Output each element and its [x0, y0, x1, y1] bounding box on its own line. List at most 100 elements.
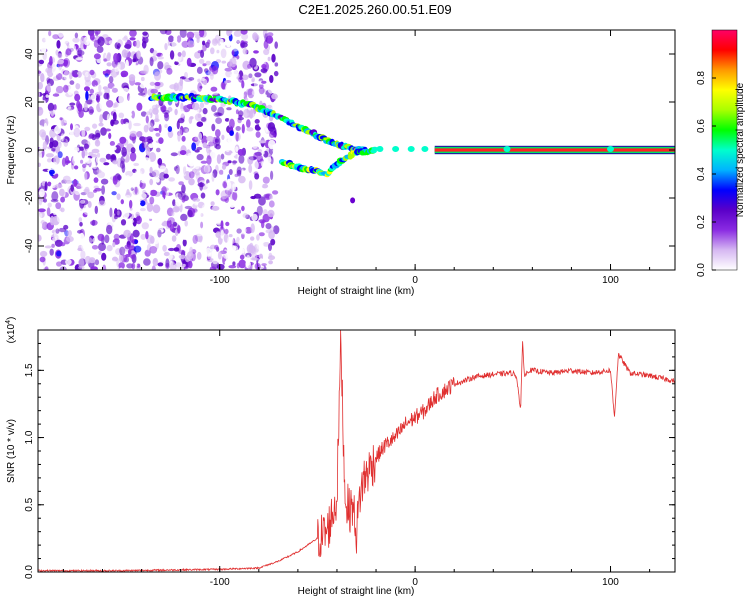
noise-speck [157, 229, 162, 238]
noise-speck [120, 70, 129, 78]
noise-speck [53, 210, 57, 216]
noise-speck [173, 82, 179, 92]
noise-speck [187, 152, 193, 157]
noise-speck [127, 249, 132, 256]
noise-speck [117, 43, 121, 49]
noise-speck [103, 58, 108, 62]
noise-speck [199, 85, 203, 89]
noise-speck [149, 81, 156, 86]
noise-speck [98, 84, 102, 93]
noise-speck [257, 38, 263, 48]
noise-speck [72, 147, 80, 152]
noise-speck [146, 202, 154, 212]
noise-speck [44, 181, 48, 192]
noise-speck [224, 260, 230, 265]
noise-speck [180, 213, 188, 221]
noise-speck [125, 59, 129, 69]
noise-speck [76, 71, 82, 78]
noise-speck [268, 243, 272, 252]
noise-speck [97, 233, 105, 242]
noise-speck [268, 252, 273, 258]
colorbar-bar [711, 29, 738, 271]
noise-speck [60, 196, 65, 203]
noise-speck [269, 131, 276, 138]
noise-speck [49, 265, 55, 270]
noise-speck [132, 58, 136, 63]
noise-speck [149, 189, 158, 197]
noise-speck [179, 150, 187, 156]
noise-speck [60, 133, 65, 142]
noise-speck [111, 85, 119, 96]
noise-speck [256, 240, 264, 251]
noise-speck [39, 129, 46, 138]
noise-speck [146, 122, 154, 131]
noise-speck [152, 50, 158, 57]
noise-speck [88, 134, 93, 140]
noise-speck [53, 226, 60, 231]
noise-speck [115, 209, 122, 218]
noise-speck [234, 173, 239, 178]
noise-speck [258, 196, 266, 206]
noise-speck [167, 45, 172, 51]
noise-speck [184, 220, 188, 227]
noise-speck [94, 187, 102, 192]
noise-speck [173, 247, 180, 252]
noise-speck [59, 242, 66, 247]
noise-speck [109, 260, 117, 267]
noise-speck [54, 125, 62, 135]
noise-speck [228, 234, 233, 238]
noise-speck [114, 101, 119, 108]
noise-speck [149, 246, 158, 254]
noise-speck [158, 137, 164, 145]
noise-speck [164, 113, 170, 122]
noise-speck [209, 233, 214, 242]
noise-speck [220, 229, 224, 239]
noise-speck [221, 60, 227, 64]
noise-speck [215, 72, 224, 80]
noise-speck [156, 52, 163, 57]
noise-speck [156, 229, 164, 233]
x-tick-label: 100 [602, 577, 619, 588]
noise-speck [192, 197, 201, 203]
noise-speck [95, 132, 101, 138]
noise-speck [105, 153, 112, 160]
noise-speck [70, 184, 74, 192]
noise-speck [247, 88, 255, 99]
noise-speck [235, 131, 239, 142]
noise-speck [83, 143, 90, 150]
noise-speck [258, 87, 265, 95]
noise-speck [246, 202, 252, 209]
noise-speck [244, 226, 253, 234]
noise-speck [272, 190, 279, 195]
noise-speck [41, 44, 47, 54]
noise-speck [210, 201, 215, 207]
noise-speck [171, 211, 175, 217]
noise-speck [129, 37, 136, 41]
noise-speck [101, 252, 107, 261]
noise-speck [194, 211, 202, 218]
noise-speck [266, 156, 272, 163]
noise-speck [119, 136, 127, 144]
noise-speck [46, 78, 55, 87]
noise-speck [161, 125, 165, 135]
noise-speck [228, 169, 233, 175]
noise-speck [256, 234, 260, 241]
noise-speck [81, 242, 88, 252]
noise-speck [112, 160, 118, 165]
noise-speck [46, 83, 52, 92]
noise-speck [47, 202, 52, 208]
noise-speck [248, 245, 256, 254]
noise-speck [232, 191, 238, 202]
noise-speck [199, 77, 206, 81]
scale-prefix: (x10 [6, 323, 17, 343]
noise-speck [67, 199, 74, 209]
noise-speck [162, 149, 170, 156]
noise-speck [240, 30, 248, 35]
noise-speck [51, 243, 55, 248]
noise-speck [121, 49, 128, 58]
colorbar-label: Normalized spectral amplitude [735, 82, 746, 217]
noise-speck [113, 233, 120, 241]
noise-speck [73, 178, 78, 187]
colorbar-tick-label: 0.6 [696, 119, 707, 133]
noise-speck [53, 109, 59, 115]
